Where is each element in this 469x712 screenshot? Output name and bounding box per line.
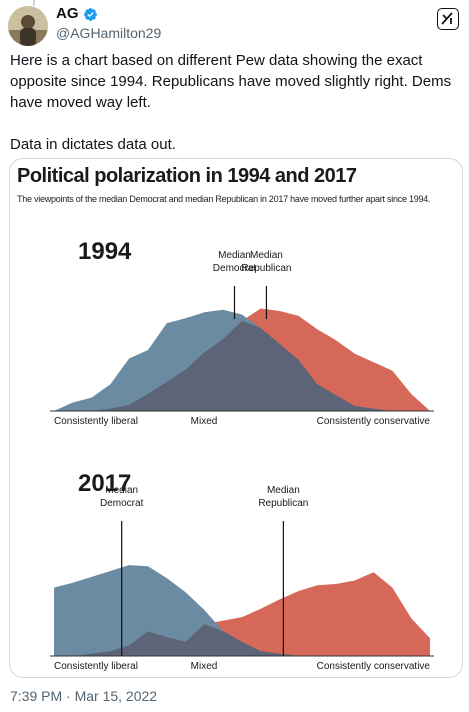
x-label-conservative-1994: Consistently conservative: [317, 416, 431, 427]
median-label-1994-1: Median: [250, 250, 283, 261]
chart-title: Political polarization in 1994 and 2017: [17, 165, 357, 187]
overlap-area-2017: [54, 624, 430, 656]
tweet-media-chart[interactable]: 1994 Median Democrat Median Republican Consis…: [9, 158, 463, 678]
grok-button[interactable]: [437, 8, 459, 30]
median-label-2017-0: Democrat: [100, 498, 144, 509]
x-label-conservative-2017: Consistently conservative: [317, 661, 431, 672]
polarization-chart: 1994 Median Democrat Median Republican Consis…: [50, 238, 434, 672]
median-label-2017-0: Median: [105, 485, 138, 496]
author-display-name[interactable]: AG: [56, 5, 79, 22]
author-name-row: AG: [56, 5, 98, 23]
median-label-1994-0: Democrat: [213, 263, 257, 274]
x-label-mixed-2017: Mixed: [191, 661, 218, 672]
avatar-image: [8, 6, 48, 46]
chart-subtitle: The viewpoints of the median Democrat an…: [17, 194, 431, 204]
median-label-1994-0: Median: [218, 250, 251, 261]
tweet-text: Here is a chart based on different Pew d…: [10, 52, 452, 153]
year-label-1994: 1994: [78, 238, 132, 265]
median-label-2017-1: Republican: [258, 498, 308, 509]
thread-connector-line: [33, 0, 35, 6]
avatar[interactable]: [8, 6, 48, 46]
median-label-2017-1: Median: [267, 485, 300, 496]
x-label-liberal-2017: Consistently liberal: [54, 661, 138, 672]
author-handle[interactable]: @AGHamilton29: [56, 25, 162, 41]
overlap-area-1994: [54, 320, 430, 411]
median-label-1994-1: Republican: [241, 263, 291, 274]
tweet-timestamp[interactable]: 7:39 PM · Mar 15, 2022: [10, 688, 158, 704]
verified-badge-icon: [83, 7, 97, 21]
x-label-liberal-1994: Consistently liberal: [54, 416, 138, 427]
grok-icon: [441, 12, 453, 25]
year-label-2017: 2017: [78, 470, 131, 497]
x-label-mixed-1994: Mixed: [191, 416, 218, 427]
